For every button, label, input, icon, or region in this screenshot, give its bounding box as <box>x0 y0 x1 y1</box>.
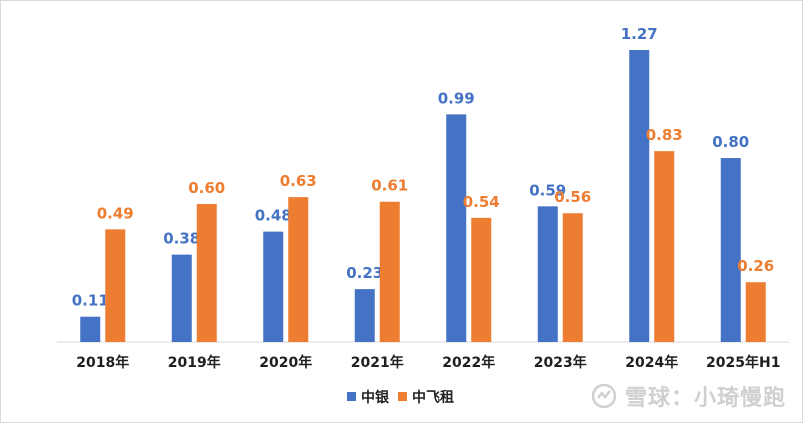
data-label-zhongfeizu-5: 0.56 <box>554 188 591 206</box>
bar-zhongfeizu-2 <box>288 197 309 342</box>
data-label-zhongfeizu-4: 0.54 <box>463 193 500 211</box>
bar-zhongyin-2 <box>263 231 284 342</box>
data-label-zhongfeizu-1: 0.60 <box>188 179 225 197</box>
bar-zhongfeizu-1 <box>196 204 217 342</box>
data-label-zhongyin-5: 0.59 <box>529 181 566 199</box>
data-label-zhongyin-4: 0.99 <box>438 89 475 107</box>
data-label-zhongyin-7: 0.80 <box>712 133 749 151</box>
data-label-zhongfeizu-0: 0.49 <box>97 204 134 222</box>
bar-zhongyin-1 <box>171 254 192 342</box>
data-label-zhongyin-2: 0.48 <box>255 207 292 225</box>
bar-zhongyin-3 <box>354 289 375 342</box>
x-tick-label-4: 2022年 <box>442 354 495 371</box>
data-label-zhongyin-0: 0.11 <box>72 292 109 310</box>
bar-zhongfeizu-5 <box>562 213 583 342</box>
bar-zhongfeizu-3 <box>379 201 400 342</box>
legend-swatch-zhongfeizu <box>398 392 407 401</box>
data-label-zhongfeizu-7: 0.26 <box>737 257 774 275</box>
bar-zhongyin-4 <box>446 114 467 342</box>
x-tick-label-5: 2023年 <box>534 354 587 371</box>
bar-zhongyin-6 <box>629 50 650 342</box>
legend-label-zhongfeizu: 中飞租 <box>412 389 454 406</box>
x-tick-label-2: 2020年 <box>259 354 312 371</box>
data-label-zhongyin-1: 0.38 <box>163 230 200 248</box>
x-tick-label-7: 2025年H1 <box>706 354 780 371</box>
bar-zhongyin-7 <box>720 158 741 342</box>
x-tick-label-0: 2018年 <box>76 354 129 371</box>
bar-zhongfeizu-6 <box>654 151 675 342</box>
bar-zhongfeizu-7 <box>745 282 766 342</box>
x-tick-label-6: 2024年 <box>625 354 678 371</box>
snowball-logo-icon <box>591 383 617 409</box>
data-label-zhongyin-3: 0.23 <box>346 264 383 282</box>
bar-zhongfeizu-4 <box>471 217 492 342</box>
legend-swatch-zhongyin <box>347 392 356 401</box>
bar-zhongyin-5 <box>537 206 558 342</box>
legend-label-zhongyin: 中银 <box>361 389 390 406</box>
data-label-zhongfeizu-2: 0.63 <box>280 172 317 190</box>
watermark: 雪球：小琦慢跑 <box>591 380 786 412</box>
data-label-zhongyin-6: 1.27 <box>621 25 658 43</box>
watermark-text: 雪球：小琦慢跑 <box>624 386 786 411</box>
data-label-zhongfeizu-6: 0.83 <box>646 126 683 144</box>
data-label-zhongfeizu-3: 0.61 <box>371 177 408 195</box>
bar-zhongyin-0 <box>80 316 101 342</box>
bar-zhongfeizu-0 <box>105 229 126 342</box>
x-tick-label-3: 2021年 <box>351 354 404 371</box>
x-tick-label-1: 2019年 <box>168 354 221 371</box>
